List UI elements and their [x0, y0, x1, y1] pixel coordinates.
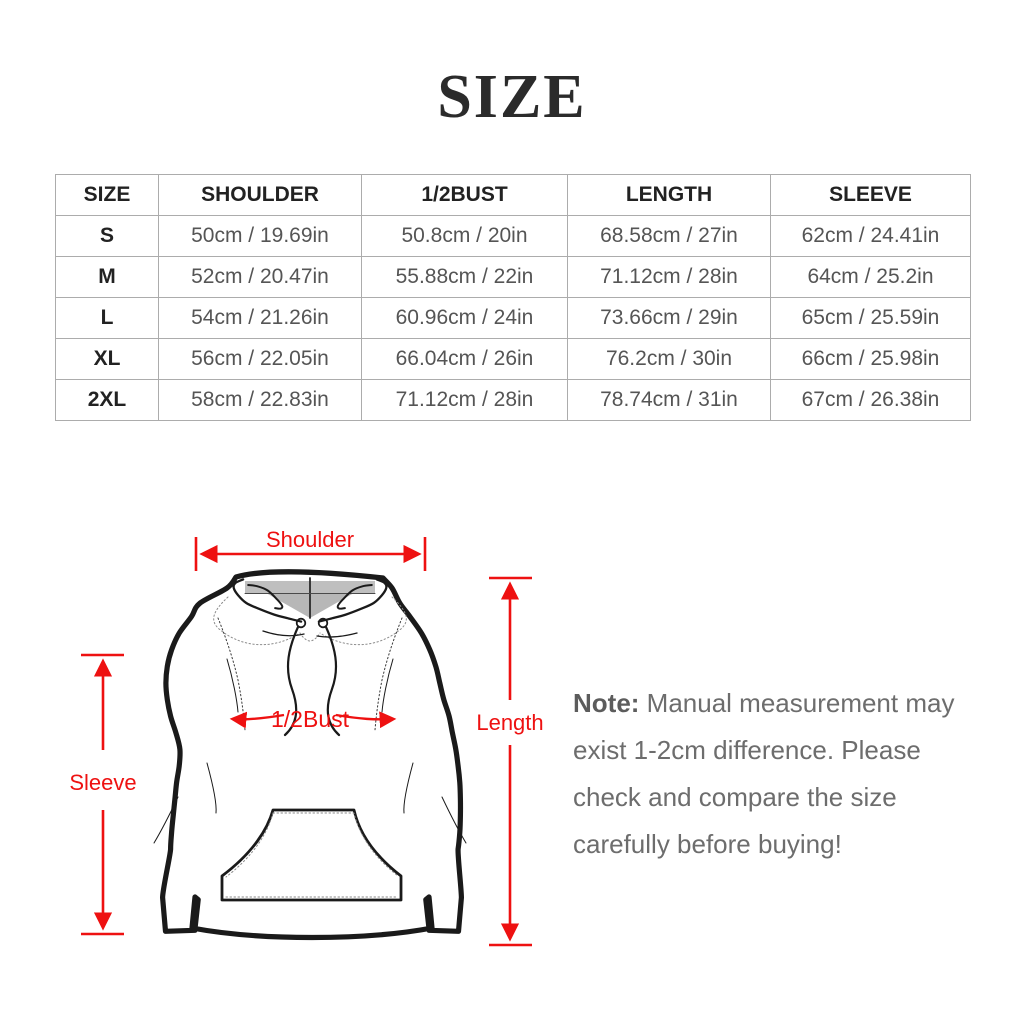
- svg-text:Length: Length: [476, 710, 543, 735]
- svg-text:Sleeve: Sleeve: [69, 770, 136, 795]
- svg-text:1/2Bust: 1/2Bust: [271, 706, 350, 732]
- svg-text:Shoulder: Shoulder: [266, 527, 354, 552]
